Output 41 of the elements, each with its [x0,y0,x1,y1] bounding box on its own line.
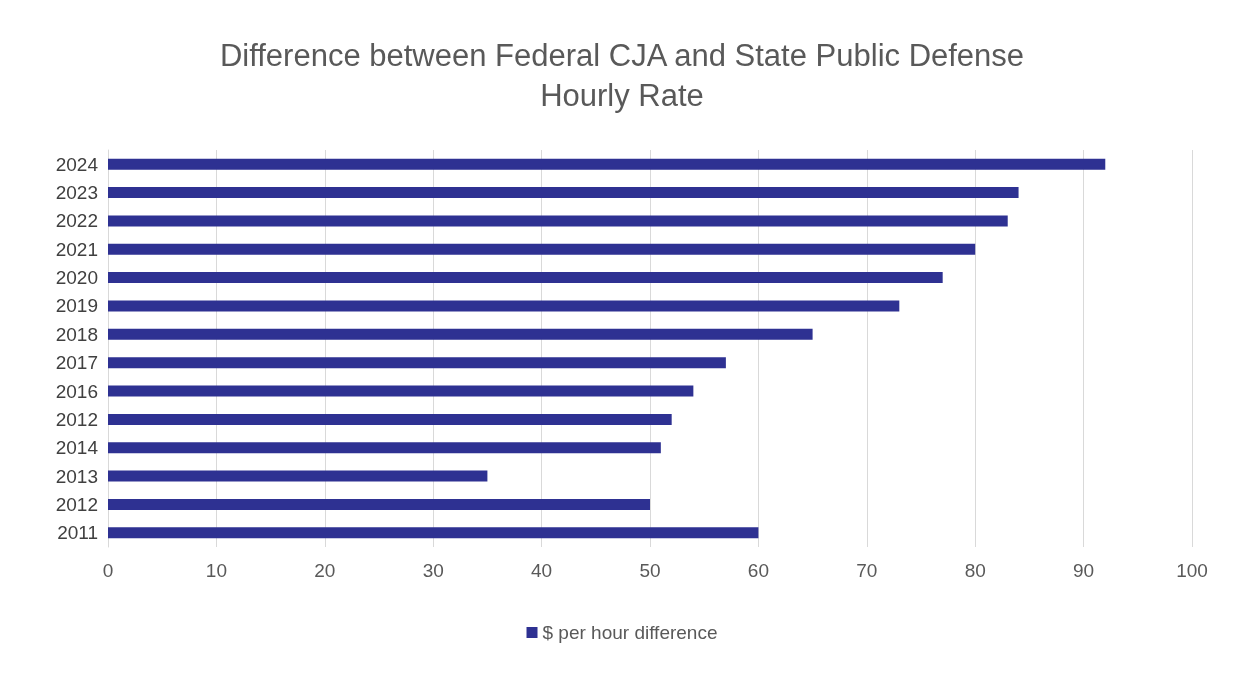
y-tick-label: 2020 [55,267,98,289]
x-tick-label: 50 [639,560,661,581]
x-tick-label: 30 [422,560,444,581]
x-tick-label: 10 [205,560,227,581]
bar [108,470,488,482]
bar [108,498,650,510]
y-tick-label: 2013 [55,465,98,487]
y-tick-label: 2018 [55,323,98,345]
bar [108,413,672,425]
chart-title: Difference between Federal CJA and State Public Defense Hourly Rate [219,37,1025,113]
x-tick-label: 80 [964,560,986,581]
bar [108,300,900,312]
x-tick-label: 70 [856,560,878,581]
y-tick-label: 2012 [55,408,98,430]
x-tick-label: 0 [102,560,114,581]
bar [108,158,1106,170]
x-tick-label: 90 [1073,560,1095,581]
y-tick-label: 2011 [57,522,98,544]
bar [108,385,694,397]
y-tick-label: 2017 [55,352,98,374]
bar [108,357,726,369]
bar [108,328,813,340]
bar [108,272,943,284]
bar [108,215,1008,227]
x-tick-label: 60 [747,560,769,581]
y-tick-label: 2012 [55,493,98,515]
bar [108,527,759,539]
y-tick-label: 2019 [55,295,98,317]
y-tick-label: 2023 [55,182,98,204]
bar [108,442,661,454]
y-tick-label: 2016 [55,380,98,402]
y-tick-label: 2022 [55,210,98,232]
bar [108,187,1019,199]
bar [108,243,976,255]
legend-label: $ per hour difference [542,622,718,643]
x-tick-label: 100 [1176,560,1208,581]
x-tick-label: 40 [531,560,553,581]
y-tick-label: 2024 [55,153,99,175]
y-tick-label: 2014 [55,437,99,459]
y-tick-label: 2021 [55,238,98,260]
x-tick-label: 20 [314,560,336,581]
